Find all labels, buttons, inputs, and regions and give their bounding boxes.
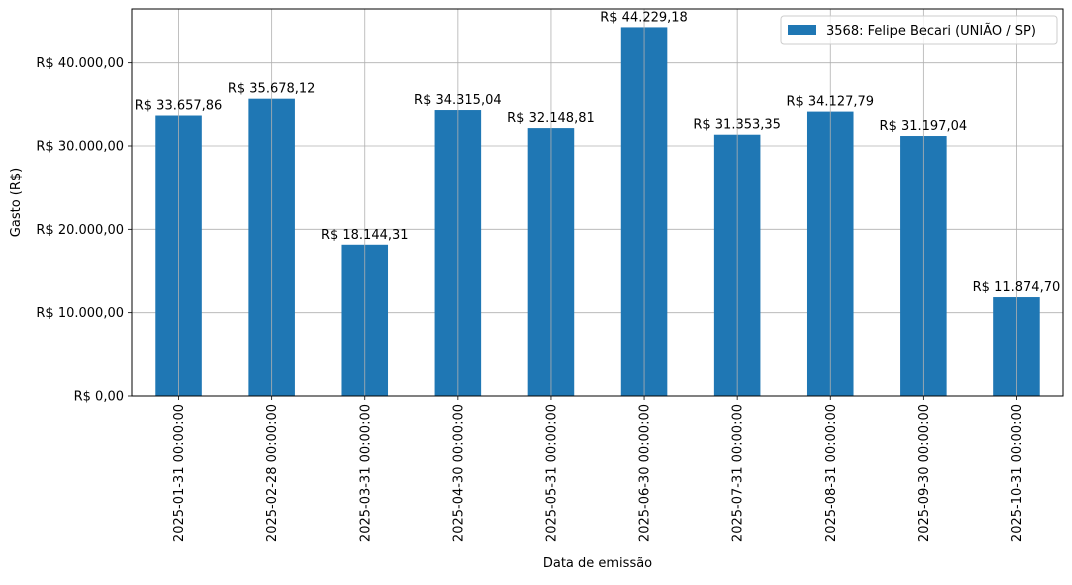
x-tick-label: 2025-09-30 00:00:00 [917, 404, 932, 542]
x-tick-label: 2025-08-31 00:00:00 [824, 404, 839, 542]
y-tick-label: R$ 10.000,00 [36, 306, 124, 321]
data-label: R$ 31.197,04 [880, 119, 968, 134]
x-tick-label: 2025-01-31 00:00:00 [172, 404, 187, 542]
x-tick-label: 2025-10-31 00:00:00 [1010, 404, 1025, 542]
data-label: R$ 34.315,04 [414, 93, 502, 108]
data-label: R$ 33.657,86 [135, 99, 223, 114]
legend: 3568: Felipe Becari (UNIÃO / SP) [780, 15, 1058, 45]
plot-frame [131, 8, 1064, 397]
data-label: R$ 18.144,31 [321, 228, 409, 243]
data-labels: R$ 33.657,86 R$ 35.678,12 R$ 18.144,31 R$ 3… [135, 10, 1061, 295]
data-label: R$ 35.678,12 [228, 82, 316, 97]
x-axis: 2025-01-31 00:00:00 2025-02-28 00:00:00 20… [172, 396, 1025, 542]
legend-swatch [788, 25, 816, 35]
data-label: R$ 32.148,81 [507, 111, 595, 126]
x-axis-label: Data de emissão [543, 556, 652, 571]
data-label: R$ 11.874,70 [973, 280, 1061, 295]
x-tick-label: 2025-06-30 00:00:00 [638, 404, 653, 542]
data-label: R$ 31.353,35 [693, 118, 781, 133]
data-label: R$ 34.127,79 [786, 95, 874, 110]
legend-box [780, 15, 1058, 45]
y-tick-label: R$ 20.000,00 [36, 223, 124, 238]
y-tick-label: R$ 30.000,00 [36, 140, 124, 155]
y-axis-label: Gasto (R$) [9, 168, 24, 237]
x-tick-label: 2025-02-28 00:00:00 [265, 404, 280, 542]
x-tick-label: 2025-07-31 00:00:00 [731, 404, 746, 542]
y-tick-label: R$ 40.000,00 [36, 56, 124, 71]
x-tick-label: 2025-03-31 00:00:00 [358, 404, 373, 542]
x-tick-label: 2025-05-31 00:00:00 [544, 404, 559, 542]
data-label: R$ 44.229,18 [600, 10, 688, 25]
y-tick-label: R$ 0,00 [74, 390, 124, 405]
legend-label: 3568: Felipe Becari (UNIÃO / SP) [826, 23, 1036, 39]
x-tick-label: 2025-04-30 00:00:00 [451, 404, 466, 542]
y-axis: R$ 0,00 R$ 10.000,00 R$ 20.000,00 R$ 30.000… [36, 56, 132, 405]
